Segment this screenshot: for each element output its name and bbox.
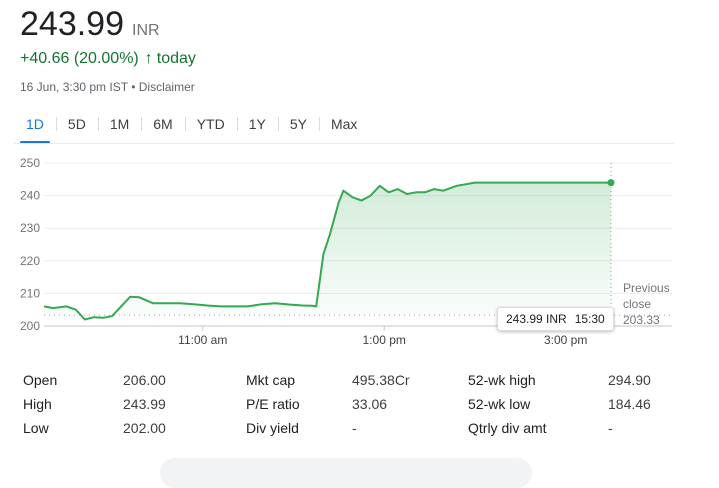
price-change: +40.66 (20.00%) ↑ today — [20, 50, 196, 68]
range-tabs: 1D 5D 1M 6M YTD 1Y 5Y Max — [14, 112, 369, 144]
stat-value: 294.90 — [608, 372, 651, 388]
change-period: today — [156, 50, 196, 67]
tooltip-price: 243.99 INR — [506, 312, 567, 326]
meta-separator: • — [131, 80, 136, 94]
price-area-fill — [44, 182, 611, 320]
tab-6m[interactable]: 6M — [141, 112, 184, 136]
previous-close-label-2: close — [623, 297, 652, 311]
stat-label: Qtrly div amt — [468, 420, 547, 436]
up-arrow-icon: ↑ — [144, 50, 153, 67]
stat-row-low: Low 202.00 — [23, 416, 166, 440]
stat-label: Div yield — [246, 420, 299, 436]
previous-close-label-1: Previous — [623, 281, 670, 295]
disclaimer-link[interactable]: Disclaimer — [138, 80, 195, 94]
previous-close-annotation: Previous close 203.33 — [623, 280, 670, 328]
stat-row-div-yield: Div yield - — [246, 416, 410, 440]
stat-value: 202.00 — [123, 420, 166, 436]
y-tick-label: 200 — [20, 319, 40, 333]
y-tick-label: 220 — [20, 254, 40, 268]
x-tick-label: 11:00 am — [178, 333, 227, 347]
change-value: +40.66 (20.00%) — [20, 50, 139, 67]
stat-row-open: Open 206.00 — [23, 368, 166, 392]
stat-row-high: High 243.99 — [23, 392, 166, 416]
stats-column-3: 52-wk high 294.90 52-wk low 184.46 Qtrly… — [468, 368, 651, 440]
previous-close-value: 203.33 — [623, 313, 660, 327]
y-axis-labels: 250 240 230 220 210 200 — [20, 156, 40, 333]
stat-row-52wk-high: 52-wk high 294.90 — [468, 368, 651, 392]
x-tick-label: 1:00 pm — [363, 333, 406, 347]
stat-label: High — [23, 396, 52, 412]
stat-label: 52-wk low — [468, 396, 531, 412]
currency-label: INR — [132, 22, 160, 39]
tabs-divider — [14, 143, 674, 144]
stat-label: P/E ratio — [246, 396, 300, 412]
tab-ytd[interactable]: YTD — [184, 112, 237, 136]
x-axis-labels: 11:00 am 1:00 pm 3:00 pm — [178, 326, 587, 347]
latest-price-dot — [607, 179, 615, 187]
stat-value: - — [352, 420, 357, 436]
quote-timestamp: 16 Jun, 3:30 pm IST — [20, 80, 128, 94]
stat-row-52wk-low: 52-wk low 184.46 — [468, 392, 651, 416]
more-about-pill[interactable] — [160, 458, 532, 488]
tab-max[interactable]: Max — [318, 112, 369, 136]
tab-5d[interactable]: 5D — [55, 112, 98, 136]
stats-column-2: Mkt cap 495.38Cr P/E ratio 33.06 Div yie… — [246, 368, 410, 440]
stat-label: 52-wk high — [468, 372, 536, 388]
stat-label: Low — [23, 420, 49, 436]
y-tick-label: 210 — [20, 286, 40, 300]
stat-value: - — [608, 420, 613, 436]
stat-label: Mkt cap — [246, 372, 296, 388]
chart-tooltip: 243.99 INR 15:30 — [497, 307, 614, 331]
stat-row-qtrly-div: Qtrly div amt - — [468, 416, 651, 440]
y-tick-label: 230 — [20, 221, 40, 235]
stat-row-pe-ratio: P/E ratio 33.06 — [246, 392, 410, 416]
stat-value: 206.00 — [123, 372, 166, 388]
tooltip-time: 15:30 — [574, 312, 605, 326]
tab-5y[interactable]: 5Y — [277, 112, 319, 136]
stats-column-1: Open 206.00 High 243.99 Low 202.00 — [23, 368, 166, 440]
price-line — [43, 181, 611, 321]
price-chart[interactable]: 250 240 230 220 210 200 11:00 am 1:00 pm 3:00 p… — [0, 148, 719, 353]
stat-label: Open — [23, 372, 58, 388]
y-tick-label: 240 — [20, 189, 40, 203]
tab-1m[interactable]: 1M — [97, 112, 141, 136]
stat-value: 243.99 — [123, 396, 166, 412]
stat-row-mkt-cap: Mkt cap 495.38Cr — [246, 368, 410, 392]
current-price: 243.99 — [20, 5, 124, 43]
y-tick-label: 250 — [20, 156, 40, 170]
stat-value: 33.06 — [352, 396, 388, 412]
price-header: 243.99 INR — [20, 4, 160, 44]
stat-value: 495.38Cr — [352, 372, 410, 388]
x-tick-label: 3:00 pm — [544, 333, 587, 347]
tab-1d[interactable]: 1D — [14, 112, 56, 144]
tab-1y[interactable]: 1Y — [236, 112, 278, 136]
stat-value: 184.46 — [608, 396, 651, 412]
quote-meta: 16 Jun, 3:30 pm IST • Disclaimer — [20, 80, 195, 94]
